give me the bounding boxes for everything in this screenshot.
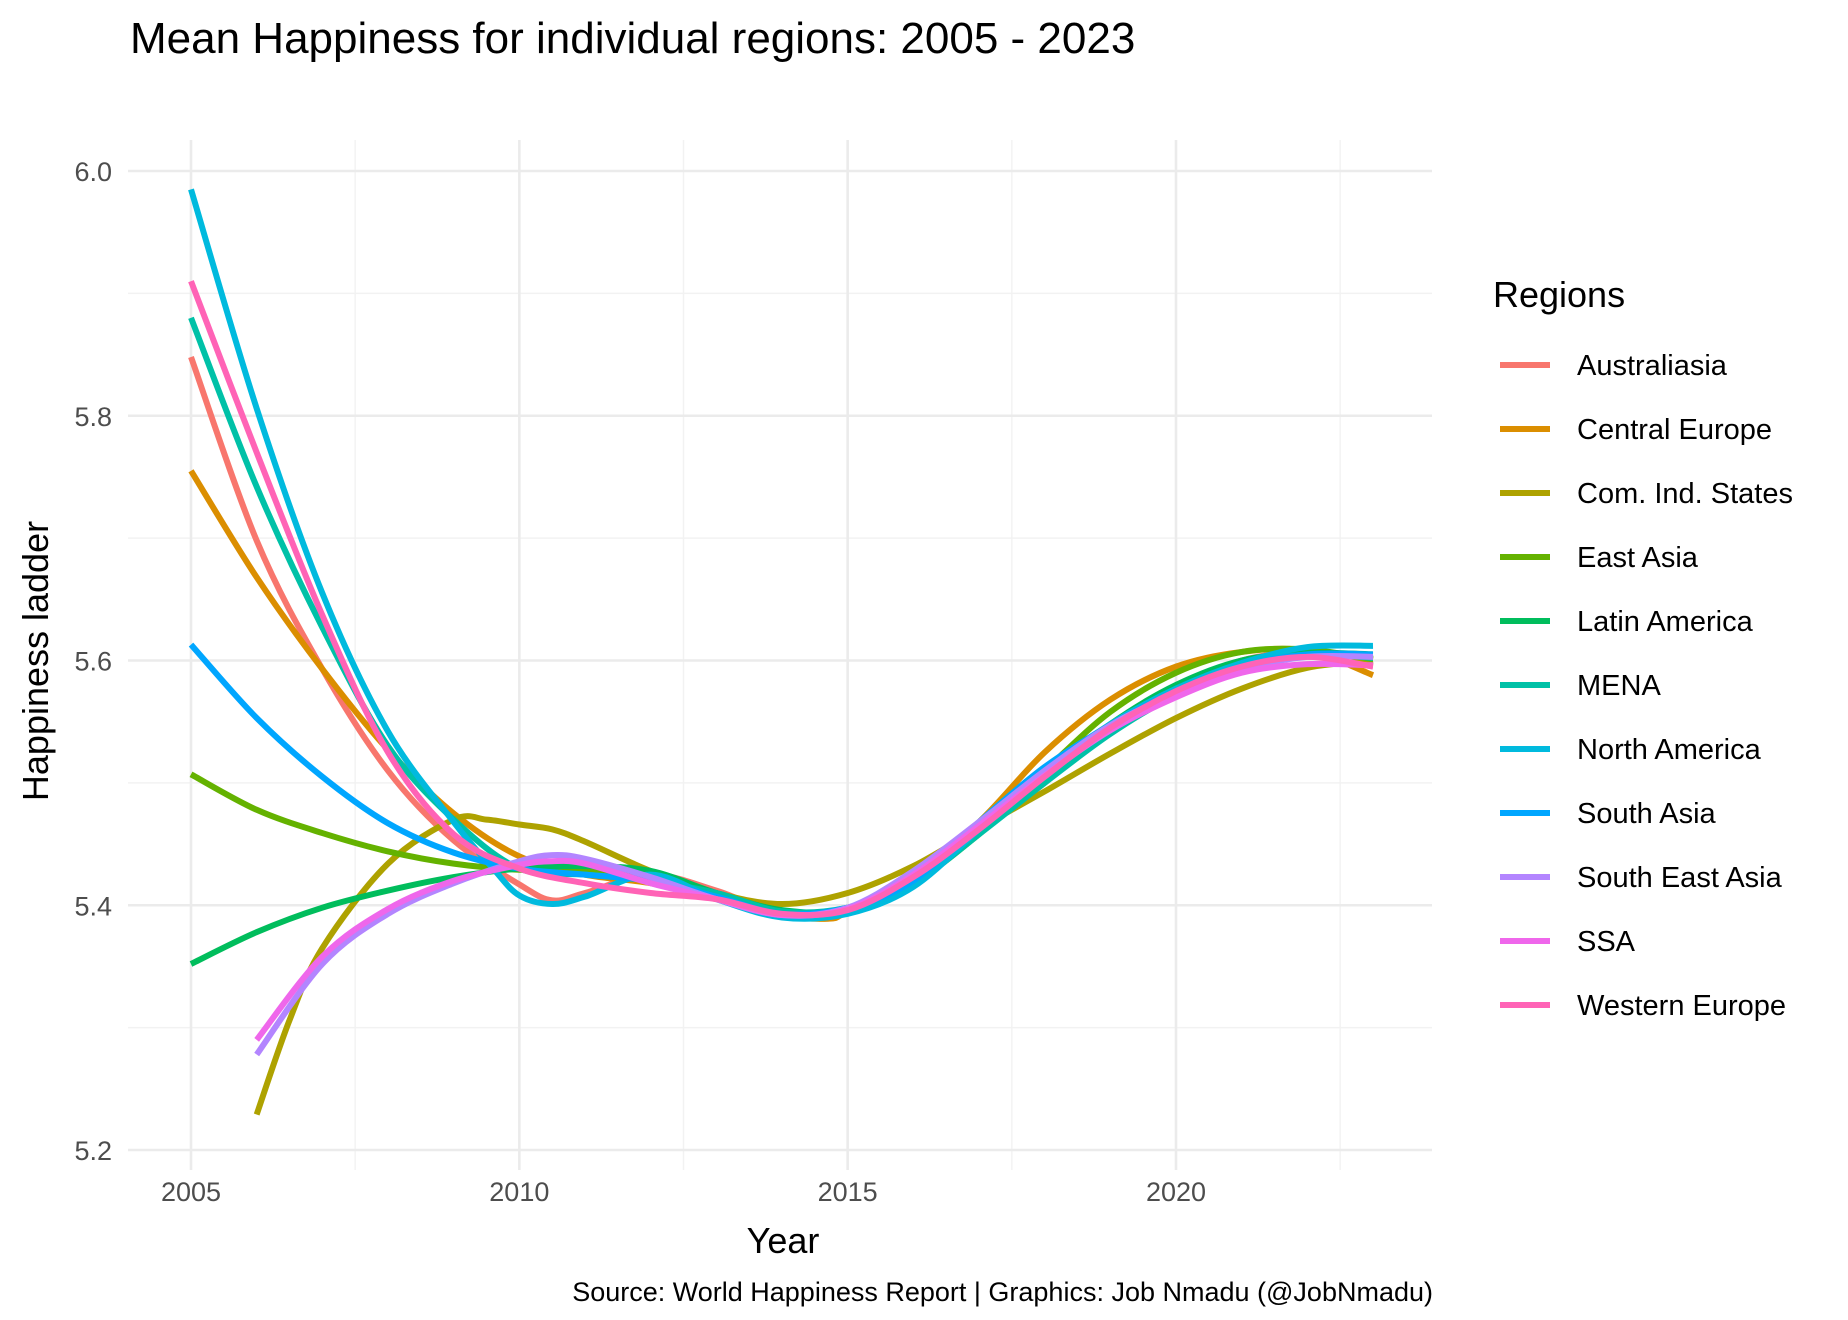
legend-label-south-asia: South Asia <box>1577 798 1717 830</box>
y-axis-title: Happiness ladder <box>15 521 56 801</box>
legend-label-east-asia: East Asia <box>1577 542 1699 574</box>
y-tick-label: 6.0 <box>74 157 112 187</box>
series-lines <box>188 188 1375 1116</box>
x-axis-ticks: 2005 2010 2015 2020 <box>161 1177 1206 1207</box>
legend-label-latin-america: Latin America <box>1577 606 1754 638</box>
x-tick-label: 2010 <box>489 1177 549 1207</box>
y-tick-label: 5.2 <box>74 1136 112 1166</box>
legend-label-south-east-asia: South East Asia <box>1577 862 1783 894</box>
x-tick-label: 2005 <box>161 1177 221 1207</box>
legend-label-australiasia: Australiasia <box>1577 350 1728 382</box>
chart-title: Mean Happiness for individual regions: 2… <box>130 14 1135 63</box>
legend-label-mena: MENA <box>1577 670 1661 702</box>
y-tick-label: 5.4 <box>74 891 112 921</box>
series-line-western-europe <box>188 280 1374 919</box>
x-tick-label: 2015 <box>818 1177 878 1207</box>
y-tick-label: 5.6 <box>74 647 112 677</box>
chart-caption: Source: World Happiness Report | Graphic… <box>572 1277 1433 1307</box>
legend: Australiasia Central Europe Com. Ind. Stat… <box>1500 350 1793 1022</box>
legend-label-ssa: SSA <box>1577 926 1636 958</box>
legend-label-com-ind-states: Com. Ind. States <box>1577 478 1793 510</box>
legend-title: Regions <box>1493 274 1625 315</box>
x-axis-title: Year <box>747 1220 820 1261</box>
y-tick-label: 5.8 <box>74 402 112 432</box>
legend-label-central-europe: Central Europe <box>1577 414 1772 446</box>
y-axis-ticks: 5.2 5.4 5.6 5.8 6.0 <box>74 157 112 1166</box>
legend-label-north-america: North America <box>1577 734 1762 766</box>
legend-label-western-europe: Western Europe <box>1577 990 1786 1022</box>
x-tick-label: 2020 <box>1146 1177 1206 1207</box>
